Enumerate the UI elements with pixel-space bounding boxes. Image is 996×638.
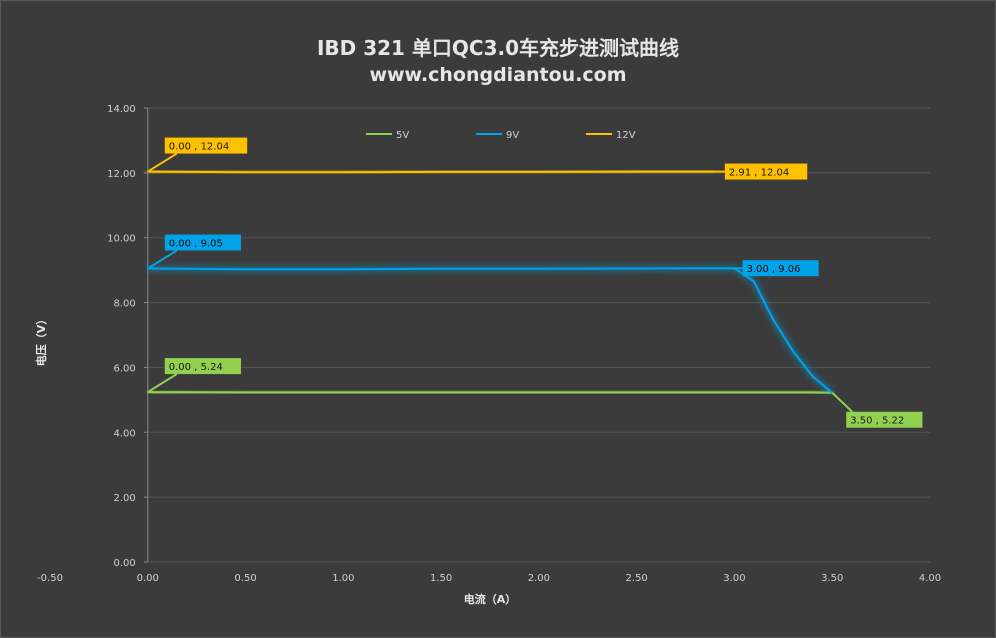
x-tick-label: -0.50 — [37, 573, 63, 584]
x-tick-label: 2.50 — [626, 573, 648, 584]
x-tick-label: 0.50 — [234, 573, 256, 584]
data-label: 0.00 , 9.05 — [169, 239, 223, 250]
y-tick-label: 2.00 — [114, 493, 136, 504]
data-label-leader — [147, 373, 178, 393]
y-tick-label: 14.00 — [107, 104, 136, 115]
series-line-12V — [147, 170, 717, 174]
data-label: 2.91 , 12.04 — [729, 168, 789, 179]
y-tick-label: 10.00 — [107, 234, 136, 245]
x-tick-label: 1.00 — [332, 573, 354, 584]
data-label-box — [164, 137, 248, 154]
x-tick-label: 1.50 — [430, 573, 452, 584]
y-tick-label: 4.00 — [114, 428, 136, 439]
series-glow-9V — [147, 265, 835, 396]
x-axis-label: 电流（A） — [464, 592, 517, 606]
y-tick-label: 12.00 — [107, 169, 136, 180]
data-labels: 0.00 , 5.24 3.50 , 5.22 0.00 , 9.05 3.00 , … — [147, 137, 923, 428]
y-tick-label: 8.00 — [114, 299, 136, 310]
legend: 5V 9V 12V — [366, 130, 636, 141]
axes: 0.00 2.00 4.00 6.00 8.00 10.00 12.00 14.00 -0.50… — [37, 104, 941, 584]
series-line-5V — [147, 391, 833, 394]
x-tick-label: 4.00 — [919, 573, 941, 584]
chart-subtitle: www.chongdiantou.com — [369, 64, 627, 86]
x-tick-label: 2.00 — [528, 573, 550, 584]
y-tick-label: 6.00 — [114, 363, 136, 374]
legend-entry: 5V — [396, 130, 409, 141]
legend-entry: 9V — [506, 130, 519, 141]
legend-entry: 12V — [616, 130, 636, 141]
gridlines — [147, 107, 930, 563]
data-label-box — [742, 260, 819, 277]
x-tick-label: 3.50 — [821, 573, 843, 584]
series-group — [147, 168, 835, 396]
series-line-9V — [147, 267, 833, 394]
data-label: 0.00 , 5.24 — [169, 362, 223, 373]
data-label: 0.00 , 12.04 — [169, 142, 229, 153]
data-label: 3.50 , 5.22 — [850, 416, 904, 427]
chart-title: IBD 321 单口QC3.0车充步进测试曲线 — [316, 36, 680, 60]
data-label-leader — [147, 249, 178, 270]
data-label-leader — [831, 391, 853, 413]
data-label: 3.00 , 9.06 — [746, 264, 800, 275]
data-label-box — [724, 163, 808, 180]
data-label-leader — [147, 152, 178, 173]
data-label-box — [164, 358, 241, 375]
data-label-box — [846, 411, 923, 428]
y-axis-label: 电压（V） — [34, 314, 48, 367]
y-tick-label: 0.00 — [114, 558, 136, 569]
data-label-box — [164, 234, 241, 251]
x-tick-label: 0.00 — [137, 573, 159, 584]
x-tick-label: 3.00 — [723, 573, 745, 584]
